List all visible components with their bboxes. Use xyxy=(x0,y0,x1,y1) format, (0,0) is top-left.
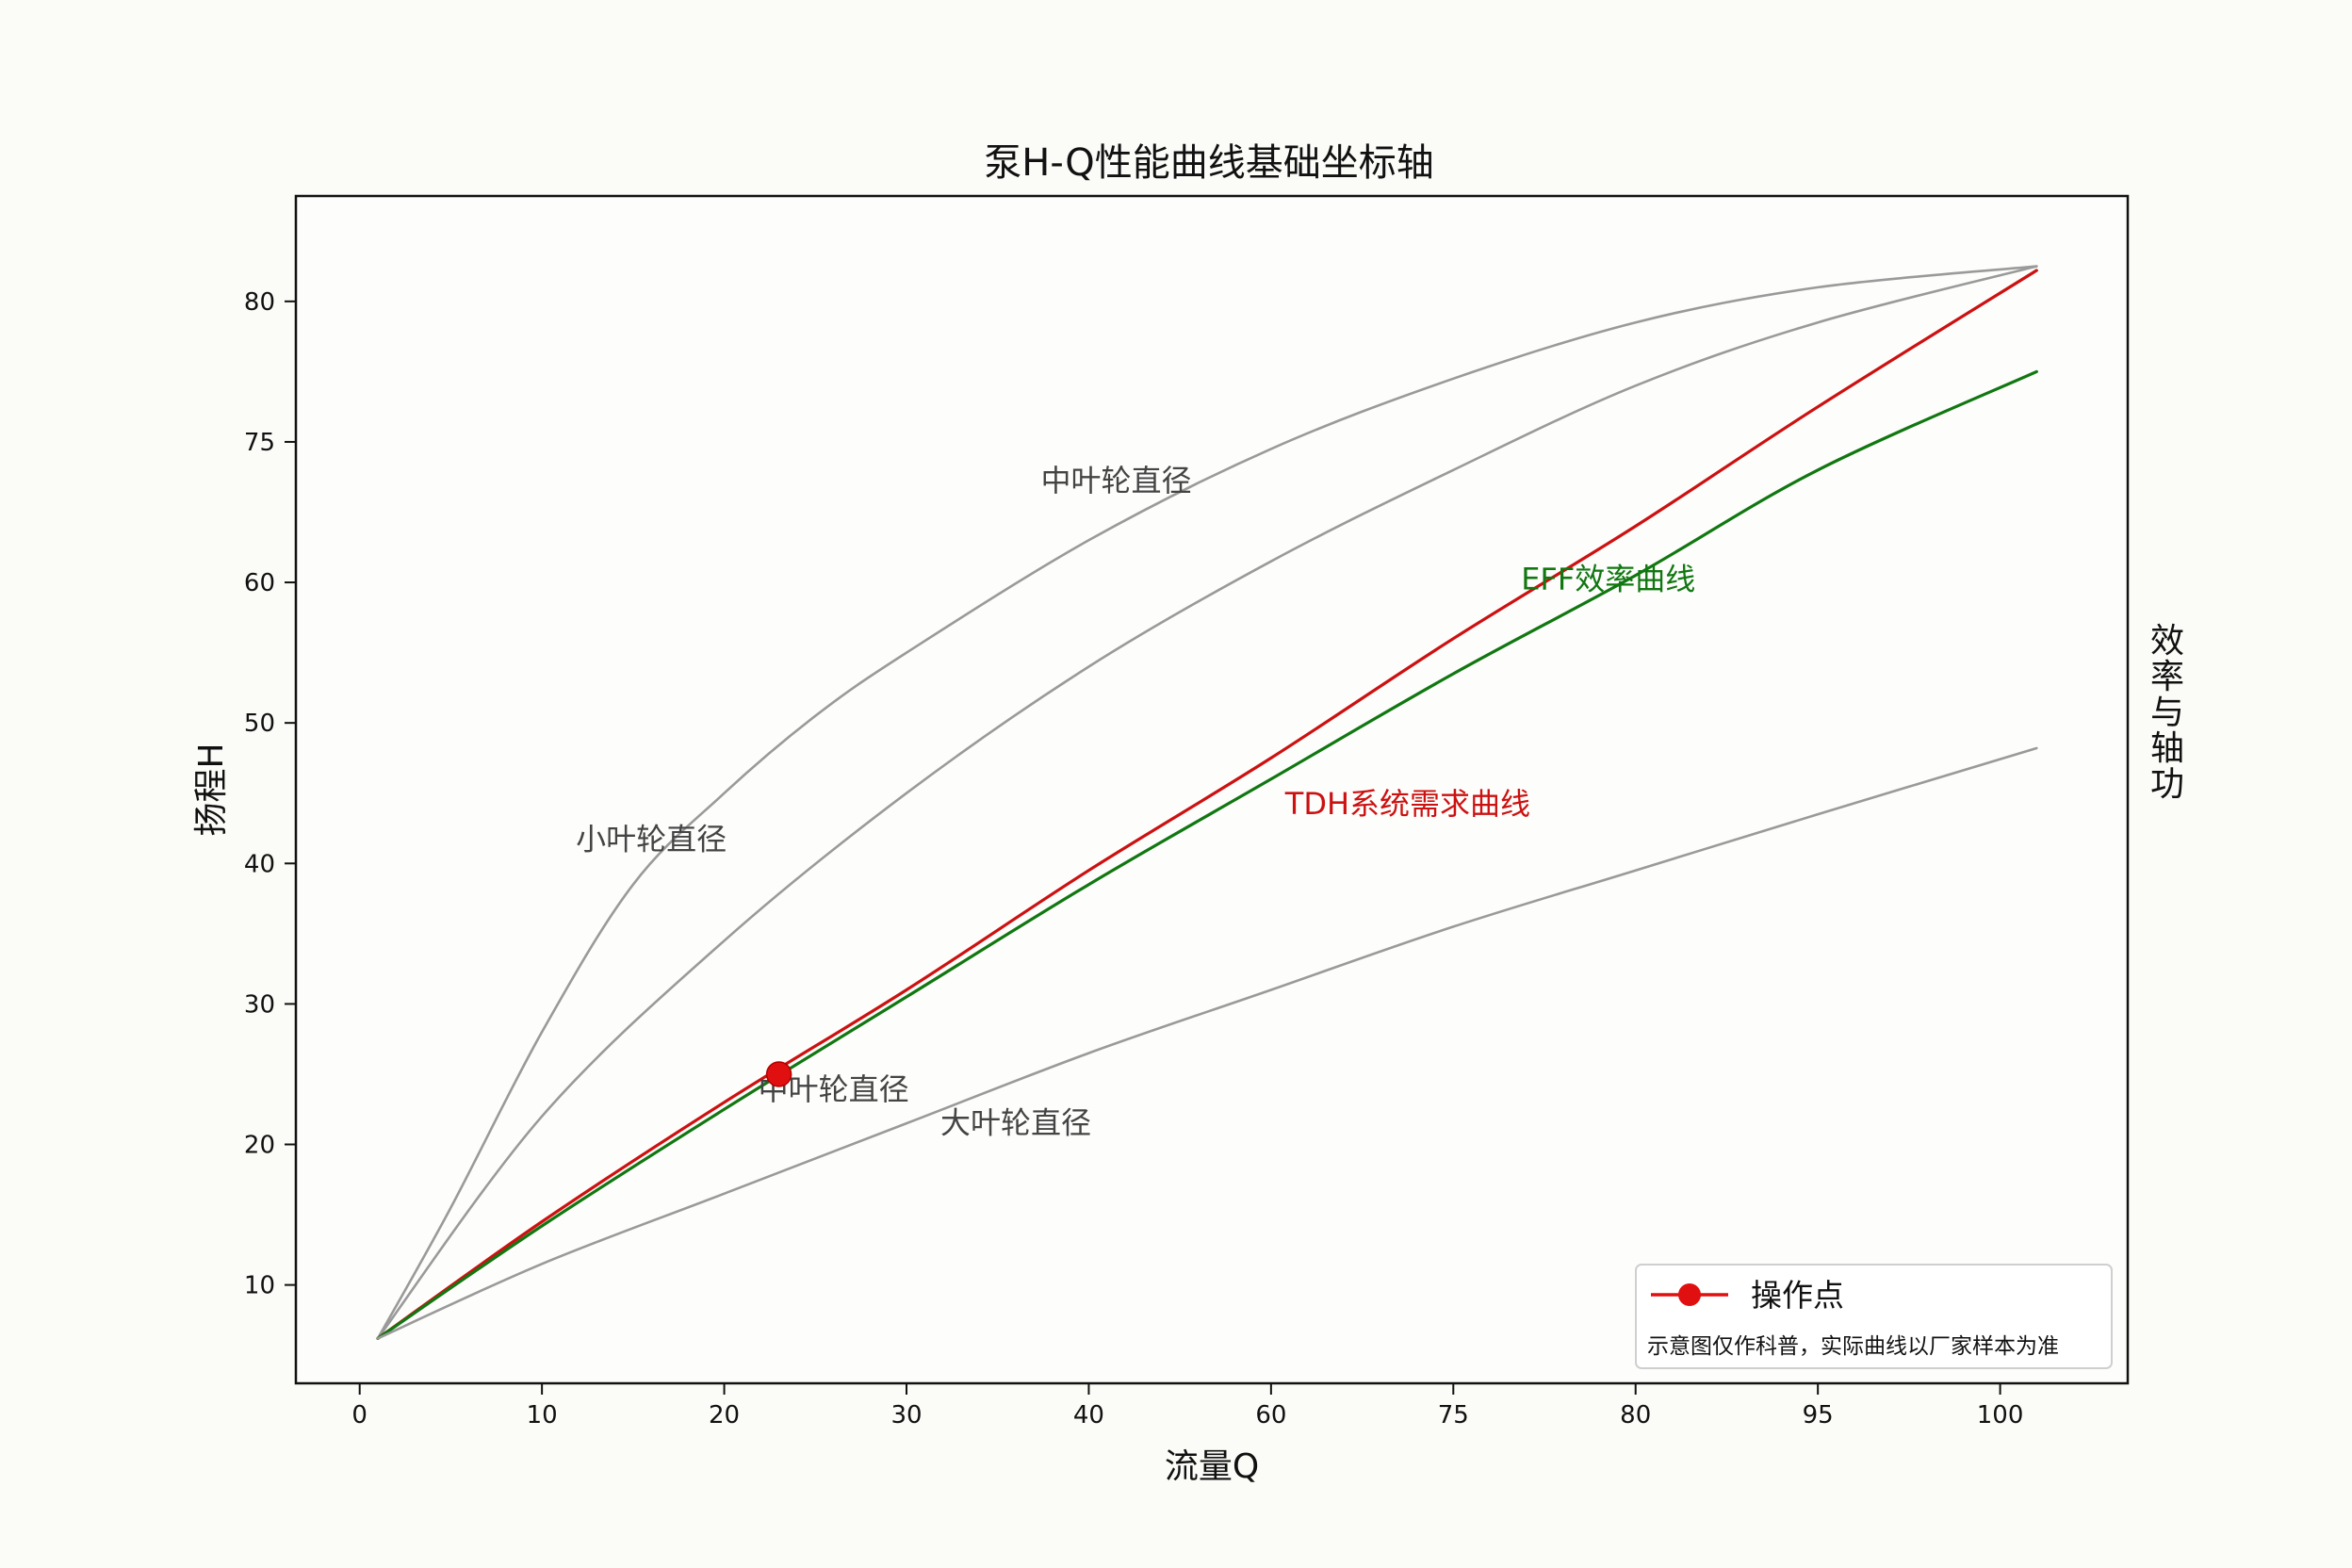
x-tick-label: 60 xyxy=(1255,1401,1286,1429)
series-line-2 xyxy=(376,269,2038,1340)
series-line-0 xyxy=(376,265,2038,1340)
x-tick-label: 75 xyxy=(1438,1401,1469,1429)
x-tick-label: 10 xyxy=(527,1401,558,1429)
legend-label-operating-point: 操作点 xyxy=(1751,1277,1844,1314)
secondary-y-axis-label-char: 功 xyxy=(2150,765,2184,804)
y-axis-ticks: 10 20 30 40 50 60 75 80 xyxy=(244,288,296,1300)
y-tick-label: 60 xyxy=(244,569,275,597)
y-tick-label: 75 xyxy=(244,429,275,457)
y-tick-label: 80 xyxy=(244,288,275,317)
secondary-y-axis-label-char: 效 xyxy=(2150,622,2184,661)
y-axis-label: 扬程H xyxy=(192,743,231,836)
y-tick-label: 40 xyxy=(244,850,275,878)
curve-annotation: 大叶轮直径 xyxy=(940,1105,1091,1141)
y-tick-label: 50 xyxy=(244,710,275,738)
curve-annotation: 小叶轮直径 xyxy=(576,821,727,857)
operating-point-layer xyxy=(765,1061,792,1087)
legend-point-marker xyxy=(1678,1283,1701,1306)
plot-area-frame xyxy=(294,194,2130,1385)
x-tick-label: 30 xyxy=(890,1401,922,1429)
curve-annotation: 中叶轮直径 xyxy=(1040,463,1191,498)
series-line-4 xyxy=(376,746,2038,1340)
x-tick-label: 80 xyxy=(1620,1401,1651,1429)
curve-annotation: TDH系统需求曲线 xyxy=(1284,786,1530,822)
legend: 操作点 示意图仅作科普，实际曲线以厂家样本为准 xyxy=(1635,1264,2113,1369)
secondary-y-axis-label: 效率与轴功 xyxy=(2150,622,2184,804)
secondary-y-axis-label-char: 与 xyxy=(2150,694,2184,732)
series-line-1 xyxy=(376,265,2038,1340)
x-axis-label: 流量Q xyxy=(1165,1447,1259,1486)
x-tick-label: 0 xyxy=(351,1401,368,1429)
curve-annotation: EFF效率曲线 xyxy=(1521,562,1695,597)
series-layer xyxy=(376,265,2038,1340)
y-tick-label: 20 xyxy=(244,1132,275,1160)
x-tick-label: 95 xyxy=(1803,1401,1834,1429)
x-axis-ticks: 0 10 20 30 40 60 75 80 95 100 xyxy=(351,1383,2023,1429)
y-tick-label: 10 xyxy=(244,1272,275,1300)
x-tick-label: 20 xyxy=(709,1401,740,1429)
legend-box xyxy=(1635,1264,2113,1369)
legend-note: 示意图仅作科普，实际曲线以厂家样本为准 xyxy=(1647,1334,2059,1359)
x-tick-label: 40 xyxy=(1073,1401,1104,1429)
secondary-y-axis-label-char: 率 xyxy=(2150,658,2184,696)
chart-title: 泵H-Q性能曲线基础坐标轴 xyxy=(984,141,1433,185)
operating-point-marker xyxy=(765,1061,792,1087)
secondary-y-axis-label-char: 轴 xyxy=(2150,729,2184,768)
y-tick-label: 30 xyxy=(244,990,275,1019)
series-line-3 xyxy=(376,369,2038,1340)
x-tick-label: 100 xyxy=(1977,1401,2024,1429)
